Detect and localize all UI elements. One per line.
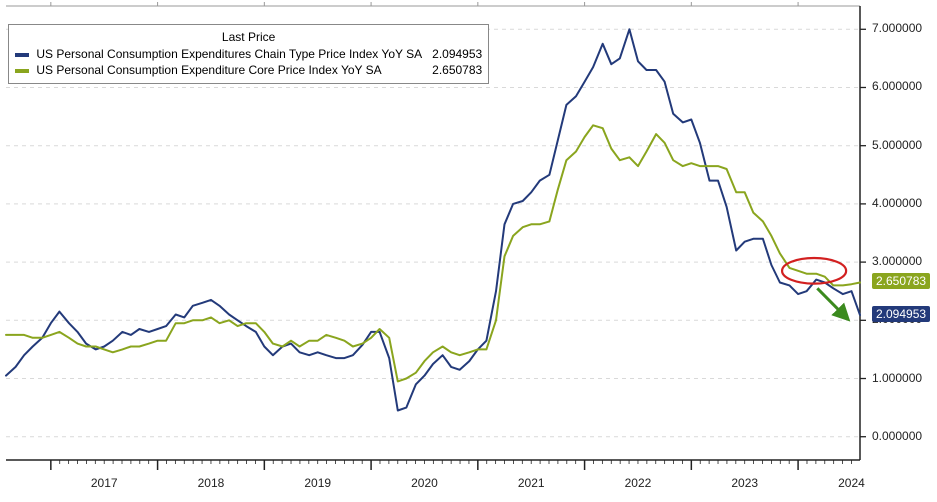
y-tick-label: 0.000000 [872, 429, 922, 443]
legend-swatch-1 [15, 69, 29, 73]
series-end-label: 2.094953 [872, 306, 930, 322]
x-tick-label: 2024 [838, 476, 865, 490]
legend-value-0: 2.094953 [422, 46, 482, 62]
legend-title: Last Price [15, 29, 482, 45]
legend-box: Last Price US Personal Consumption Expen… [8, 24, 489, 84]
y-tick-label: 7.000000 [872, 21, 922, 35]
x-tick-label: 2019 [304, 476, 331, 490]
legend-swatch-0 [15, 53, 29, 57]
x-tick-label: 2018 [198, 476, 225, 490]
x-tick-label: 2020 [411, 476, 438, 490]
x-tick-label: 2022 [625, 476, 652, 490]
legend-value-1: 2.650783 [422, 62, 482, 78]
legend-row-1: US Personal Consumption Expenditure Core… [15, 62, 482, 78]
y-tick-label: 4.000000 [872, 196, 922, 210]
y-tick-label: 5.000000 [872, 138, 922, 152]
x-tick-label: 2017 [91, 476, 118, 490]
x-tick-label: 2023 [731, 476, 758, 490]
x-tick-label: 2021 [518, 476, 545, 490]
y-tick-label: 3.000000 [872, 254, 922, 268]
chart-container: Last Price US Personal Consumption Expen… [0, 0, 937, 502]
series-end-label: 2.650783 [872, 273, 930, 289]
legend-label-1: US Personal Consumption Expenditure Core… [36, 63, 381, 77]
y-tick-label: 6.000000 [872, 79, 922, 93]
y-tick-label: 1.000000 [872, 371, 922, 385]
legend-label-0: US Personal Consumption Expenditures Cha… [36, 47, 422, 61]
legend-row-0: US Personal Consumption Expenditures Cha… [15, 46, 482, 62]
